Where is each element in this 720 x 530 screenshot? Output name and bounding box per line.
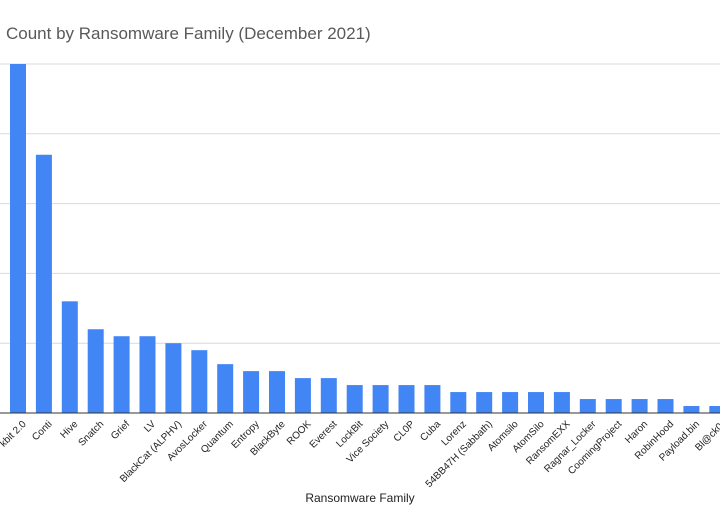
bar bbox=[165, 343, 182, 413]
bar bbox=[709, 406, 720, 413]
bar bbox=[372, 385, 389, 413]
bar bbox=[139, 336, 156, 413]
bar bbox=[61, 301, 78, 413]
bar bbox=[10, 64, 26, 413]
bar bbox=[450, 392, 467, 413]
bars bbox=[10, 64, 720, 414]
x-tick-label: Snatch bbox=[77, 419, 107, 449]
bar bbox=[553, 392, 570, 413]
bar bbox=[191, 350, 208, 413]
bar bbox=[320, 378, 337, 413]
bar bbox=[87, 329, 104, 413]
bar bbox=[424, 385, 441, 413]
chart-title: Count by Ransomware Family (December 202… bbox=[6, 24, 371, 43]
bar bbox=[579, 399, 596, 413]
gridlines bbox=[0, 63, 720, 344]
bar bbox=[476, 392, 493, 413]
x-axis-title: Ransomware Family bbox=[305, 491, 415, 505]
bar bbox=[243, 371, 260, 413]
bar bbox=[398, 385, 415, 413]
x-tick-label: kbit 2.0 bbox=[0, 419, 29, 450]
bar bbox=[346, 385, 363, 413]
bar bbox=[113, 336, 130, 413]
bar bbox=[35, 154, 52, 414]
x-tick-label: Grief bbox=[109, 419, 132, 442]
bar bbox=[217, 364, 234, 413]
x-tick-label: Conti bbox=[30, 419, 54, 443]
x-tick-label: Hive bbox=[59, 419, 81, 441]
bar bbox=[528, 392, 544, 413]
x-tick-label: CL0P bbox=[392, 419, 418, 445]
x-tick-label: LV bbox=[142, 419, 158, 435]
bar bbox=[631, 399, 648, 413]
bar bbox=[683, 406, 700, 413]
bar bbox=[502, 392, 519, 413]
x-tick-label: Everest bbox=[308, 419, 340, 451]
bar bbox=[605, 399, 622, 413]
bar bbox=[657, 399, 674, 413]
bar bbox=[294, 378, 311, 413]
bar bbox=[269, 371, 285, 413]
